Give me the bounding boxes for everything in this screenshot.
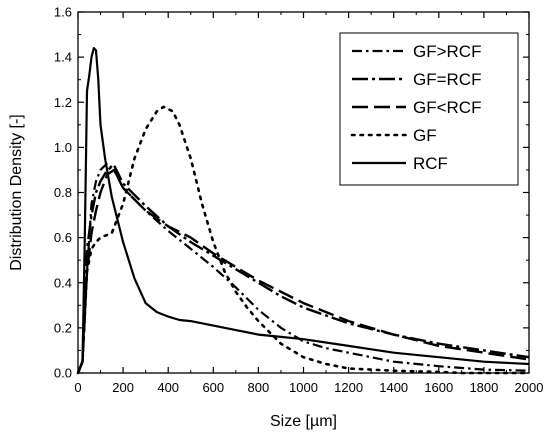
y-tick-label: 1.6: [54, 5, 72, 20]
axes-layer: 0 200 400 600 800 1000 1200 1400 1600 1800 2000 0.0…: [54, 5, 544, 396]
x-tick-label: 200: [112, 380, 134, 395]
x-tick-label: 1800: [469, 380, 498, 395]
y-tick-label: 0.6: [54, 230, 72, 245]
legend-box: [339, 32, 519, 186]
series-line-gf-rcf: [76, 164, 530, 374]
series-line-rcf: [76, 47, 530, 374]
y-tick-label: 0.2: [54, 320, 72, 335]
series-line-gf-rcf: [76, 162, 530, 374]
y-tick-label: 0.8: [54, 185, 72, 200]
x-tick-label: 0: [74, 380, 81, 395]
y-tick-label: 1.4: [54, 50, 72, 65]
x-axis-title: Size [µm]: [270, 413, 337, 430]
x-tick-label: 2000: [515, 380, 544, 395]
legend: GF>RCF GF=RCF GF<RCF GF RCF: [339, 32, 519, 186]
x-tick-label: 1600: [424, 380, 453, 395]
legend-label: GF=RCF: [413, 70, 481, 89]
legend-label: GF: [413, 126, 437, 145]
y-axis-title: Distribution Density [-]: [8, 114, 25, 271]
x-tick-label: 1200: [334, 380, 363, 395]
y-tick-label: 1.2: [54, 95, 72, 110]
x-tick-label: 400: [157, 380, 179, 395]
x-tick-label: 1000: [289, 380, 318, 395]
series-layer: [76, 47, 531, 375]
y-tick-label: 1.0: [54, 140, 72, 155]
legend-label: RCF: [413, 154, 448, 173]
legend-label: GF<RCF: [413, 98, 481, 117]
series-line-gf-rcf: [76, 168, 530, 374]
legend-label: GF>RCF: [413, 42, 481, 61]
x-tick-label: 1400: [379, 380, 408, 395]
y-tick-label: 0.4: [54, 275, 72, 290]
x-tick-label: 800: [248, 380, 270, 395]
x-tick-label: 600: [202, 380, 224, 395]
y-tick-label: 0.0: [54, 366, 72, 381]
series-line-gf: [76, 105, 531, 375]
